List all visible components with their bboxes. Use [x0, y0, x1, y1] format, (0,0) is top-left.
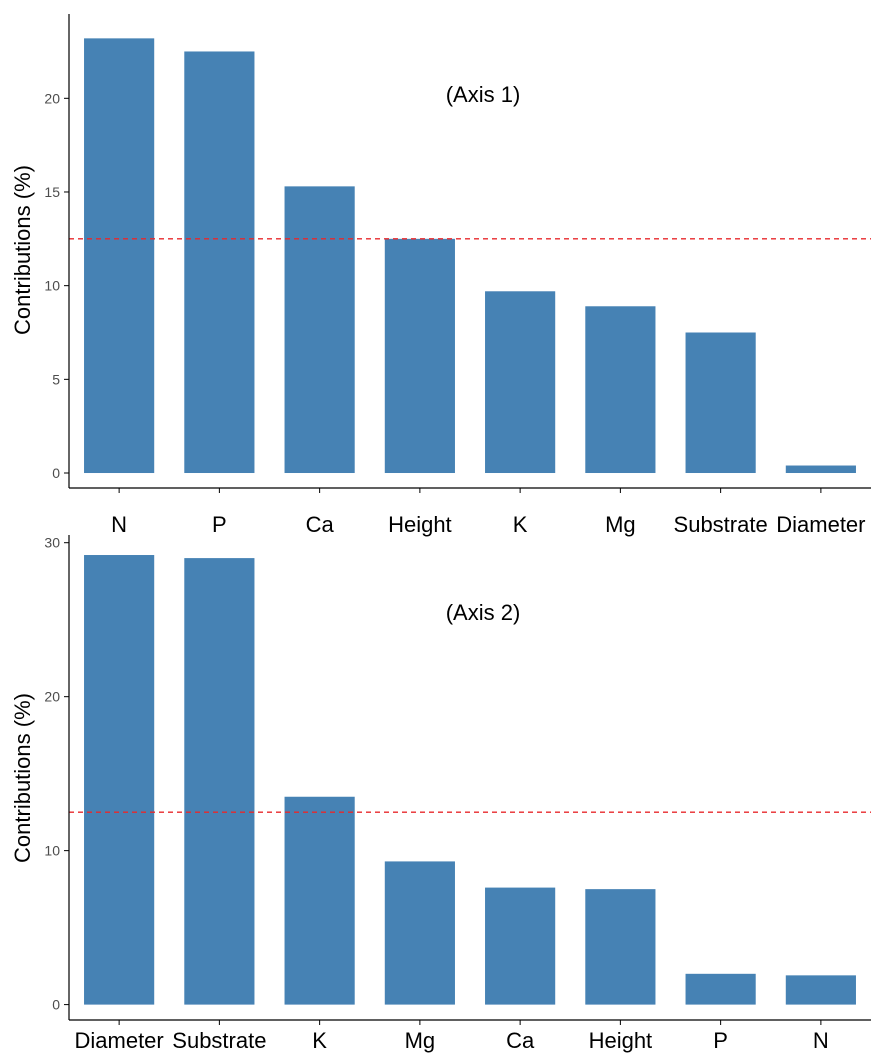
x-tick-label-n: N	[813, 1028, 829, 1053]
bar-p	[184, 51, 255, 474]
y-tick-label: 30	[44, 535, 60, 551]
x-tick-label-diameter: Diameter	[75, 1028, 164, 1053]
x-tick-label-k: K	[312, 1028, 327, 1053]
bar-substrate	[685, 332, 756, 474]
bar-diameter	[84, 555, 155, 1005]
x-tick-label-substrate: Substrate	[172, 1028, 266, 1053]
bar-ca	[485, 887, 556, 1005]
panel-axis-1: 0 5 10 15 20 N P Ca Height K Mg Substrate Diameter (A…	[10, 14, 871, 537]
bar-height	[384, 238, 455, 474]
bar-mg	[384, 861, 455, 1005]
x-tick-label-height: Height	[388, 512, 452, 537]
x-tick-label-mg: Mg	[405, 1028, 436, 1053]
x-tick-label-ca: Ca	[306, 512, 335, 537]
y-tick-label: 5	[52, 371, 60, 387]
bar-ca	[284, 186, 355, 474]
x-tick-label-ca: Ca	[506, 1028, 535, 1053]
bar-k	[485, 291, 556, 474]
bar-substrate	[184, 558, 255, 1005]
y-tick-label: 20	[44, 689, 60, 705]
x-tick-label-height: Height	[589, 1028, 653, 1053]
bar-k	[284, 796, 355, 1005]
x-tick-label-p: P	[212, 512, 227, 537]
panel-title: (Axis 2)	[446, 600, 521, 625]
y-tick-label: 15	[44, 184, 60, 200]
x-tick-label-k: K	[513, 512, 528, 537]
y-tick-label: 0	[52, 465, 60, 481]
y-tick-label: 20	[44, 90, 60, 106]
y-axis-title: Contributions (%)	[10, 693, 35, 863]
x-tick-label-p: P	[713, 1028, 728, 1053]
x-tick-label-substrate: Substrate	[674, 512, 768, 537]
x-tick-label-n: N	[111, 512, 127, 537]
bar-diameter	[785, 465, 856, 474]
bar-p	[685, 973, 756, 1005]
bar-mg	[585, 306, 656, 474]
y-tick-label: 10	[44, 843, 60, 859]
panel-axis-2: 0 10 20 30 Diameter Substrate K Mg Ca Height P N (Ax…	[10, 535, 871, 1053]
y-tick-label: 0	[52, 997, 60, 1013]
bar-n	[84, 38, 155, 474]
x-tick-label-diameter: Diameter	[776, 512, 865, 537]
y-tick-label: 10	[44, 278, 60, 294]
bar-n	[785, 975, 856, 1005]
y-axis-title: Contributions (%)	[10, 165, 35, 335]
bar-height	[585, 889, 656, 1005]
panel-title: (Axis 1)	[446, 82, 521, 107]
x-tick-label-mg: Mg	[605, 512, 636, 537]
